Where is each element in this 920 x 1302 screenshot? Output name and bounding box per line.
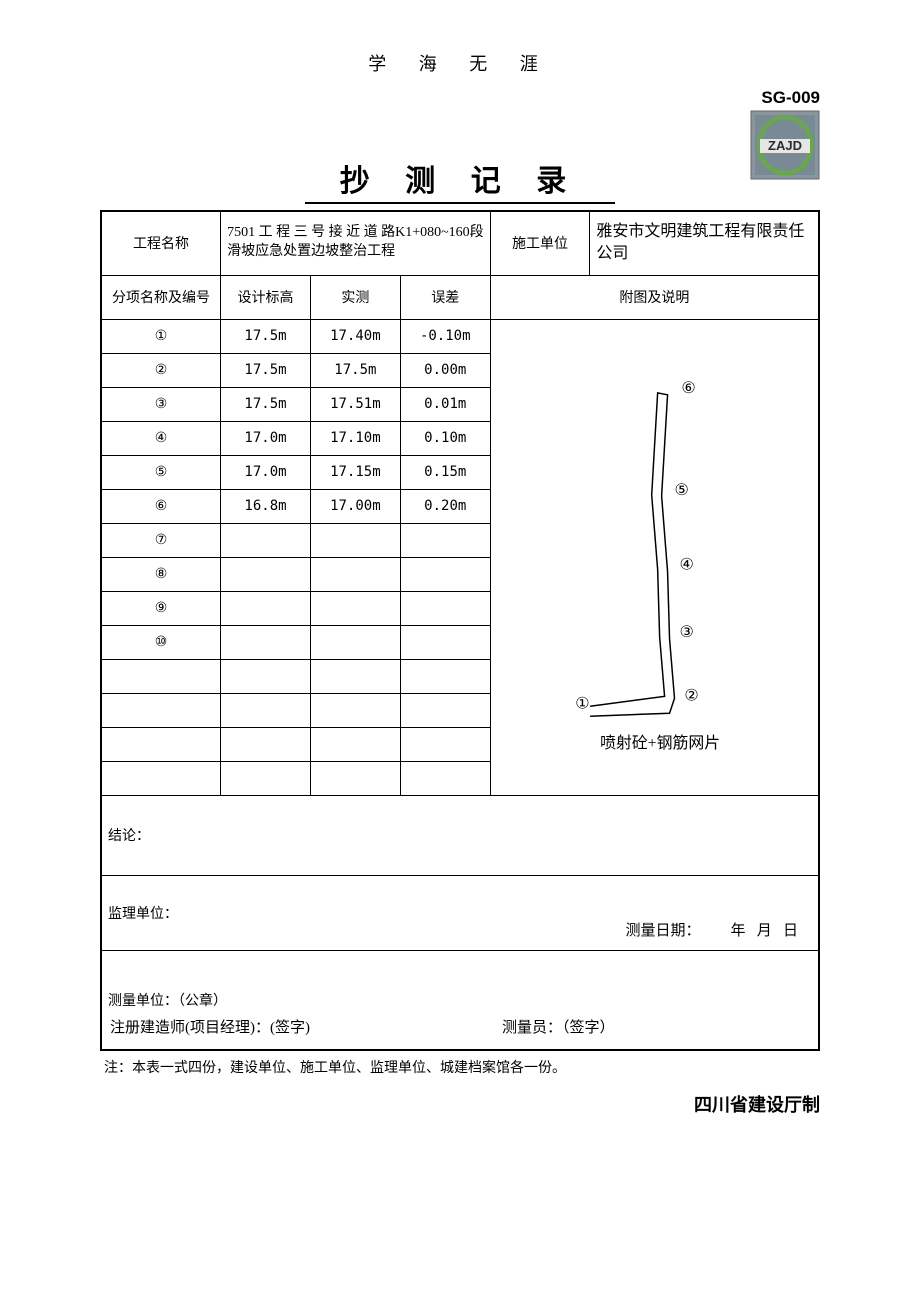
diagram-point-label: ② [684, 687, 698, 704]
design-cell [221, 625, 311, 659]
design-cell [221, 557, 311, 591]
col-item-id: 分项名称及编号 [101, 275, 221, 319]
item-id-cell: ⑦ [101, 523, 221, 557]
design-cell: 17.0m [221, 455, 311, 489]
error-cell [400, 557, 490, 591]
footnote: 注：本表一式四份，建设单位、施工单位、监理单位、城建档案馆各一份。 [100, 1057, 820, 1077]
measured-cell: 17.00m [310, 489, 400, 523]
measured-cell: 17.10m [310, 421, 400, 455]
error-cell [400, 727, 490, 761]
document-title: 抄 测 记 录 [305, 156, 615, 204]
col-diagram: 附图及说明 [490, 275, 819, 319]
conclusion-label: 结论： [108, 829, 150, 844]
diagram-point-label: ⑥ [681, 379, 695, 396]
measured-cell: 17.51m [310, 387, 400, 421]
design-cell: 16.8m [221, 489, 311, 523]
design-cell [221, 591, 311, 625]
diagram-svg: ① ② ③ ④ ⑤ ⑥ 喷射砼+钢筋网片 [491, 320, 818, 795]
builder-sign-label: 注册建造师(项目经理)：(签字) [110, 1016, 310, 1037]
diagram-cell: ① ② ③ ④ ⑤ ⑥ 喷射砼+钢筋网片 [490, 319, 819, 795]
diagram-point-label: ④ [679, 556, 693, 573]
col-design: 设计标高 [221, 275, 311, 319]
error-cell [400, 761, 490, 795]
error-cell [400, 523, 490, 557]
item-id-cell: ④ [101, 421, 221, 455]
svg-text:ZAJD: ZAJD [768, 138, 802, 153]
measured-cell [310, 591, 400, 625]
info-row: 工程名称 7501 工 程 三 号 接 近 道 路K1+080~160段滑坡应急… [101, 211, 819, 275]
diagram-point-label: ① [575, 695, 589, 712]
item-id-cell: ⑤ [101, 455, 221, 489]
supervisor-row: 监理单位： 测量日期： 年 月 日 [101, 875, 819, 950]
error-cell [400, 693, 490, 727]
design-cell [221, 761, 311, 795]
design-cell [221, 727, 311, 761]
measured-cell: 17.15m [310, 455, 400, 489]
issuer: 四川省建设厅制 [100, 1091, 820, 1117]
measured-cell [310, 557, 400, 591]
error-cell: 0.00m [400, 353, 490, 387]
error-cell: 0.20m [400, 489, 490, 523]
measured-cell [310, 523, 400, 557]
design-cell: 17.5m [221, 353, 311, 387]
item-id-cell: ① [101, 319, 221, 353]
header-motto: 学 海 无 涯 [100, 50, 820, 76]
measured-cell: 17.40m [310, 319, 400, 353]
supervisor-label: 监理单位： [108, 907, 178, 922]
measure-unit-label: 测量单位：（公章） [108, 990, 812, 1010]
measured-cell [310, 659, 400, 693]
error-cell: -0.10m [400, 319, 490, 353]
item-id-cell [101, 659, 221, 693]
diagram-caption: 喷射砼+钢筋网片 [600, 733, 720, 751]
item-id-cell: ② [101, 353, 221, 387]
error-cell [400, 591, 490, 625]
record-table: 工程名称 7501 工 程 三 号 接 近 道 路K1+080~160段滑坡应急… [100, 210, 820, 1051]
item-id-cell: ⑨ [101, 591, 221, 625]
design-cell: 17.0m [221, 421, 311, 455]
project-name-label: 工程名称 [101, 211, 221, 275]
error-cell [400, 659, 490, 693]
design-cell [221, 523, 311, 557]
measured-cell [310, 761, 400, 795]
measure-date: 测量日期： 年 月 日 [625, 919, 798, 940]
design-cell: 17.5m [221, 387, 311, 421]
design-cell: 17.5m [221, 319, 311, 353]
measured-cell [310, 693, 400, 727]
item-id-cell: ⑧ [101, 557, 221, 591]
item-id-cell [101, 727, 221, 761]
conclusion-row: 结论： [101, 795, 819, 875]
construction-unit-value: 雅安市文明建筑工程有限责任公司 [590, 211, 819, 275]
document-code: SG-009 [761, 88, 820, 108]
design-cell [221, 693, 311, 727]
surveyor-sign-label: 测量员：（签字） [502, 1016, 615, 1037]
item-id-cell [101, 761, 221, 795]
error-cell [400, 625, 490, 659]
col-measured: 实测 [310, 275, 400, 319]
measured-cell: 17.5m [310, 353, 400, 387]
signature-row: 测量单位：（公章） 注册建造师(项目经理)：(签字) 测量员：（签字） [101, 950, 819, 1050]
error-cell: 0.10m [400, 421, 490, 455]
column-header-row: 分项名称及编号 设计标高 实测 误差 附图及说明 [101, 275, 819, 319]
table-row: ①17.5m17.40m-0.10m①②③④⑤⑥喷射砼+钢筋网片 [101, 319, 819, 353]
item-id-cell: ⑥ [101, 489, 221, 523]
item-id-cell: ③ [101, 387, 221, 421]
item-id-cell: ⑩ [101, 625, 221, 659]
diagram-point-label: ⑤ [674, 482, 688, 499]
project-name-value: 7501 工 程 三 号 接 近 道 路K1+080~160段滑坡应急处置边坡整… [221, 211, 491, 275]
measured-cell [310, 625, 400, 659]
measured-cell [310, 727, 400, 761]
diagram-point-label: ③ [679, 623, 693, 640]
error-cell: 0.15m [400, 455, 490, 489]
item-id-cell [101, 693, 221, 727]
document-page: 学 海 无 涯 SG-009 ZAJD 抄 测 记 录 工程名称 7501 工 … [0, 0, 920, 1157]
error-cell: 0.01m [400, 387, 490, 421]
construction-unit-label: 施工单位 [490, 211, 590, 275]
design-cell [221, 659, 311, 693]
col-error: 误差 [400, 275, 490, 319]
stamp-icon: ZAJD [750, 110, 820, 180]
